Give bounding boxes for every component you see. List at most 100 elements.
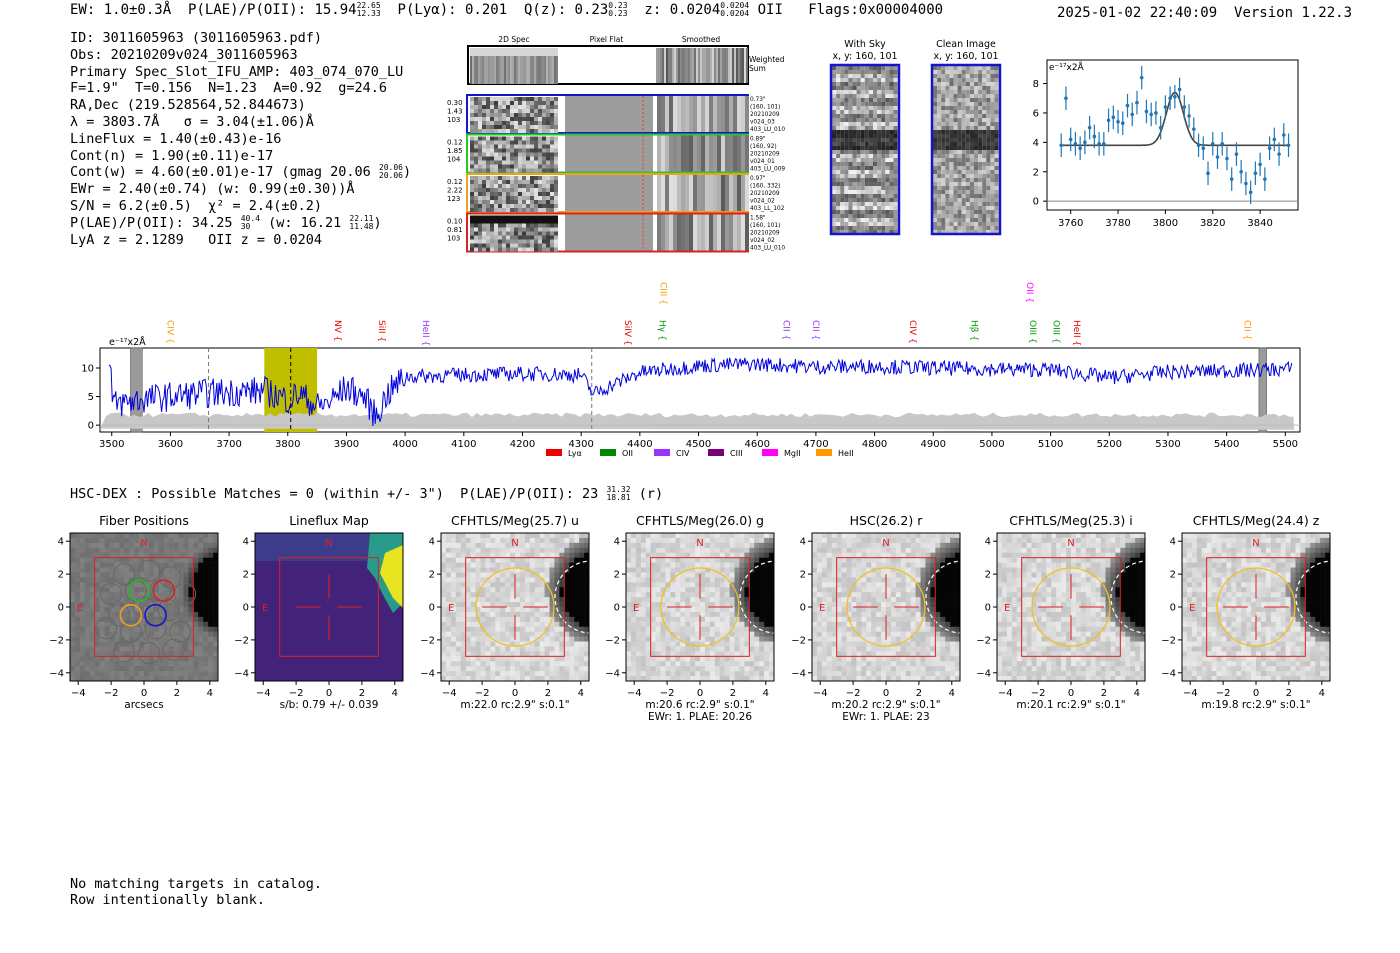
sky-pixel	[856, 134, 861, 138]
spec2d-pixel	[486, 231, 490, 236]
panel-pixel	[119, 533, 125, 539]
spec2d-pixel	[474, 239, 478, 244]
panel-pixel	[579, 656, 585, 662]
spec2d-pixel	[490, 247, 494, 252]
cutout-row-meta: (160, 332)	[750, 184, 780, 190]
clean-pixel	[982, 162, 987, 166]
spec2d-pixel	[486, 101, 490, 105]
sky-pixel	[877, 82, 882, 86]
clean-pixel	[941, 154, 946, 158]
panel-pixel	[89, 533, 95, 539]
panel-pixel	[754, 572, 760, 578]
spec2d-pixel	[538, 243, 542, 248]
smoothed-pixel	[669, 96, 673, 132]
spec2d-pixel	[502, 243, 506, 248]
clean-pixel	[994, 70, 999, 74]
spec2d-pixel	[474, 243, 478, 248]
clean-pixel	[969, 230, 974, 234]
clean-pixel	[990, 150, 995, 154]
panel-pixel	[70, 537, 76, 544]
panel-pixel	[183, 587, 189, 593]
spec2d-pixel	[554, 105, 558, 109]
panel-pixel	[685, 562, 691, 568]
sky-pixel	[868, 102, 873, 106]
clean-pixel	[933, 66, 938, 70]
panel-pixel	[524, 537, 531, 544]
smoothed-pixel	[681, 175, 685, 211]
panel-pixel	[505, 552, 511, 558]
spec2d-pixel	[482, 247, 486, 252]
sky-pixel	[840, 170, 845, 174]
panel-pixel	[754, 602, 760, 608]
panel-pixel	[739, 592, 745, 598]
spec2d-pixel	[534, 168, 538, 173]
info-obs: Obs: 20210209v024_3011605963	[70, 46, 298, 63]
panel-pixel	[630, 577, 637, 583]
info-ewr: EWr = 2.40(±0.74) (w: 0.99(±0.30))Å	[70, 181, 355, 198]
sky-pixel	[840, 114, 845, 118]
clean-pixel	[978, 114, 983, 118]
panel-pixel	[158, 567, 165, 573]
panel-pixel	[158, 587, 165, 593]
spec2d-pixel	[506, 152, 510, 157]
panel-pixel	[89, 651, 95, 657]
sky-pixel	[848, 198, 853, 202]
panel-pixel	[665, 592, 671, 598]
clean-pixel	[965, 138, 970, 142]
spec2d-pixel	[498, 192, 502, 196]
weighted-sum-label: Weighted	[749, 55, 785, 64]
sky-pixel	[868, 222, 873, 226]
panel-pixel	[198, 577, 204, 583]
sky-pixel	[877, 198, 882, 202]
panel-pixel	[485, 671, 491, 677]
clean-title-coords: x, y: 160, 101	[933, 51, 998, 62]
panel-pixel	[94, 592, 100, 598]
clean-pixel	[974, 214, 979, 218]
panel-pixel	[490, 651, 496, 657]
panel-pixel	[94, 611, 100, 618]
spec2d-pixel	[542, 180, 546, 184]
panel-pixel	[173, 626, 179, 632]
panel-pixel	[74, 621, 81, 628]
clean-pixel	[937, 82, 942, 86]
spec2d-pixel	[502, 176, 506, 180]
panel-pixel	[485, 646, 491, 652]
panel-pixel	[119, 611, 125, 618]
sky-pixel	[848, 230, 853, 234]
panel-pixel	[213, 641, 219, 647]
spec2d-pixel	[550, 125, 554, 129]
spec2d-pixel	[490, 231, 494, 236]
panel-pixel	[475, 656, 481, 662]
panel-pixel	[168, 651, 174, 657]
clean-pixel	[990, 122, 995, 126]
panel-pixel	[188, 572, 194, 578]
clean-pixel	[965, 98, 970, 102]
panel-pixel	[510, 631, 516, 637]
panel-pixel	[584, 611, 590, 618]
sky-pixel	[885, 106, 890, 110]
spec2d-pixel	[474, 192, 478, 196]
panel-pixel	[675, 533, 681, 539]
clean-pixel	[994, 194, 999, 198]
sky-pixel	[889, 214, 894, 218]
clean-pixel	[953, 162, 958, 166]
panel-pixel	[84, 582, 91, 588]
panel-pixel	[70, 651, 76, 657]
sky-pixel	[873, 214, 878, 218]
clean-pixel	[953, 150, 958, 154]
spec2d-pixel	[502, 196, 506, 200]
spec2d-pixel	[494, 243, 498, 248]
panel-pixel	[139, 607, 145, 613]
panel-pixel	[539, 602, 545, 608]
panel-pixel	[519, 537, 526, 544]
clean-pixel	[978, 86, 983, 90]
sky-pixel	[889, 154, 894, 158]
panel-pixel	[500, 547, 506, 554]
spec2d-pixel	[474, 188, 478, 192]
panel-pixel	[475, 552, 481, 558]
panel-pixel	[529, 577, 536, 583]
panel-pixel	[124, 552, 130, 558]
panel-pixel	[198, 641, 204, 647]
panel-pixel	[549, 656, 555, 662]
panel-pixel	[168, 567, 174, 573]
